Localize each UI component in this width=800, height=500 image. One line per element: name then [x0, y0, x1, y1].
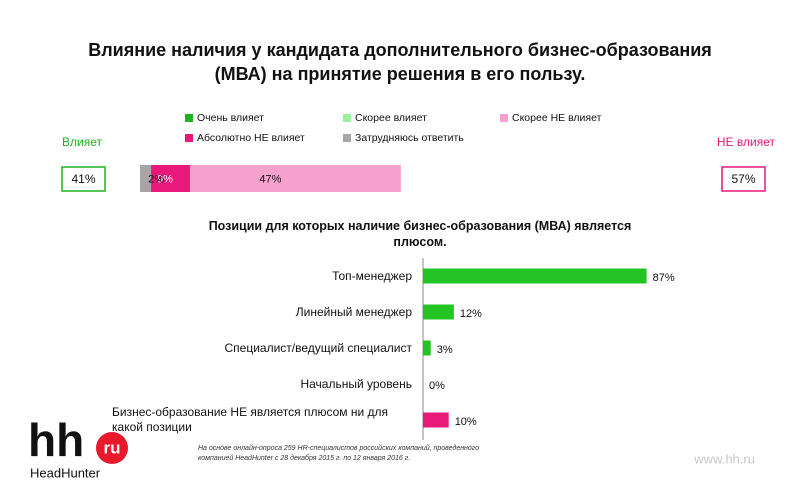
- bar-segment: [140, 165, 152, 192]
- side-label: НЕ влияет: [717, 135, 776, 149]
- category-label-wrap: Бизнес-образование НЕ является плюсом ни…: [112, 400, 412, 440]
- category-label-wrap: Топ-менеджер: [112, 256, 412, 296]
- bar: [423, 340, 431, 356]
- side-box: [721, 166, 766, 192]
- legend-label: Очень влияет: [197, 112, 264, 124]
- chart-title: Позиции для которых наличие бизнес-образ…: [208, 219, 632, 249]
- url: www.hh.ru: [693, 451, 755, 466]
- bar: [423, 412, 449, 428]
- value-label: 47%: [259, 173, 281, 185]
- logo-mark: hh: [28, 414, 84, 466]
- value-label: 12%: [460, 308, 482, 320]
- side-box: [61, 166, 106, 192]
- legend-swatch: [343, 134, 351, 142]
- logo: hh ru HeadHunter: [28, 414, 128, 480]
- title-line: (МВА) на принятие решения в его пользу.: [214, 64, 586, 84]
- bar: [423, 304, 454, 320]
- title-line: Влияние наличия у кандидата дополнительн…: [88, 40, 712, 60]
- value-label: 2%: [148, 173, 164, 185]
- category-label-wrap: Специалист/ведущий специалист: [112, 328, 412, 368]
- legend-label: Скорее НЕ влияет: [512, 112, 602, 124]
- value-label: 10%: [455, 416, 477, 428]
- legend-label: Затрудняюсь ответить: [355, 132, 464, 144]
- legend-label: Скорее влияет: [355, 112, 427, 124]
- legend-swatch: [185, 134, 193, 142]
- legend-swatch: [343, 114, 351, 122]
- value-label: 87%: [653, 272, 675, 284]
- category-label: Топ-менеджер: [332, 268, 412, 283]
- side-value: 41%: [71, 172, 95, 186]
- footnote: На основе онлайн-опроса 259 HR-специалис…: [198, 445, 480, 462]
- value-label: 3%: [437, 344, 453, 356]
- logo-name: HeadHunter: [30, 465, 101, 480]
- bar: [423, 268, 647, 284]
- category-label-wrap: Начальный уровень: [112, 364, 412, 404]
- value-label: 0%: [429, 380, 445, 392]
- legend-swatch: [185, 114, 193, 122]
- value-label: 9%: [157, 173, 173, 185]
- legend-swatch: [500, 114, 508, 122]
- category-label: Линейный менеджер: [295, 304, 412, 319]
- title: Влияние наличия у кандидата дополнительн…: [30, 38, 770, 86]
- category-label: Специалист/ведущий специалист: [224, 340, 412, 355]
- logo-badge-circle: [96, 432, 128, 464]
- category-label: Бизнес-образование НЕ является плюсом ни…: [112, 405, 389, 434]
- category-label-wrap: Линейный менеджер: [112, 292, 412, 332]
- side-label: Влияет: [62, 135, 102, 149]
- side-value: 57%: [731, 172, 755, 186]
- logo-badge: ru: [104, 438, 121, 457]
- legend-label: Абсолютно НЕ влияет: [197, 132, 305, 144]
- category-label: Начальный уровень: [300, 376, 412, 391]
